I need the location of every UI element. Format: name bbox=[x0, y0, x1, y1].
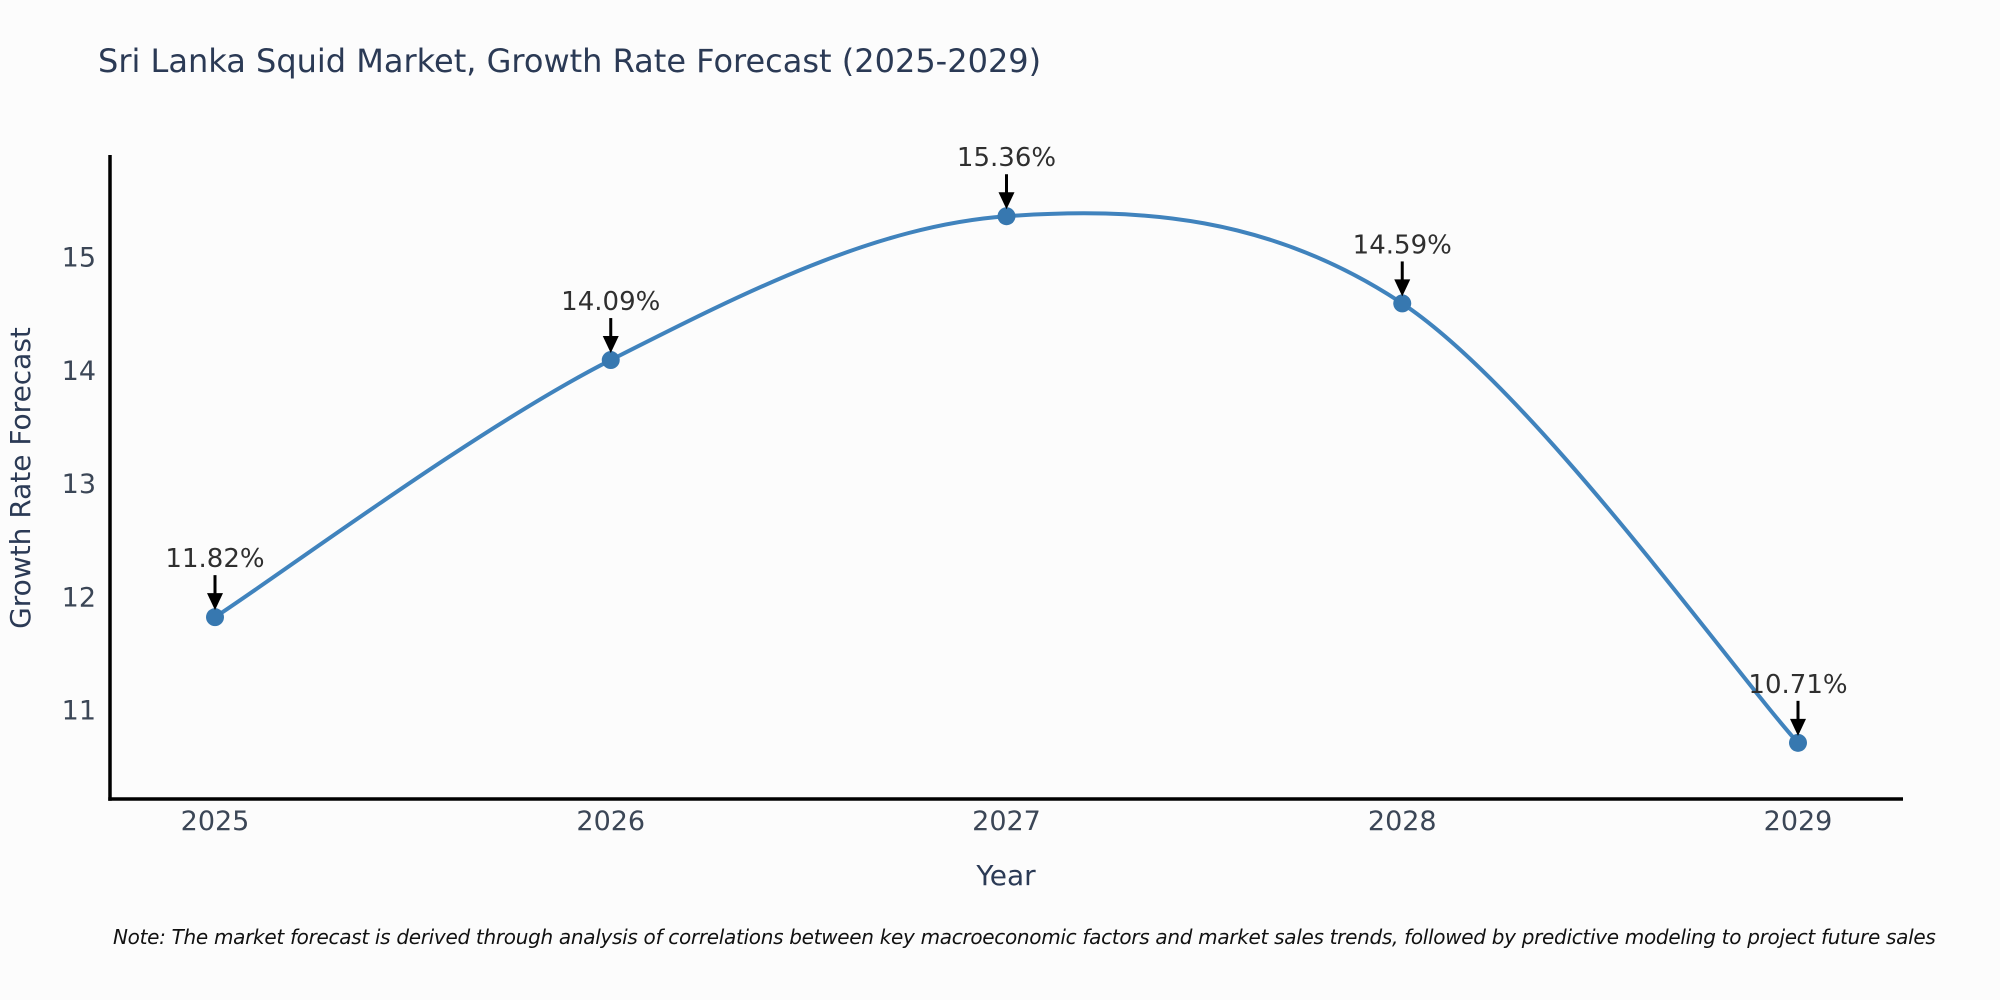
point-value-label: 14.09% bbox=[561, 287, 660, 317]
x-tick-label: 2027 bbox=[972, 806, 1041, 837]
y-tick-label: 15 bbox=[62, 243, 96, 274]
y-tick-label: 13 bbox=[62, 469, 96, 500]
annotation-arrowhead-icon bbox=[207, 593, 223, 611]
annotation-arrowhead-icon bbox=[1790, 718, 1806, 736]
forecast-line bbox=[213, 211, 1800, 745]
x-tick-label: 2029 bbox=[1764, 806, 1833, 837]
data-point-2027 bbox=[997, 207, 1016, 226]
annotation-arrowhead-icon bbox=[998, 192, 1015, 210]
annotation-arrowhead-icon bbox=[1394, 279, 1411, 297]
y-axis-ticks: 11 12 13 14 15 bbox=[62, 243, 96, 727]
x-axis-title: Year bbox=[975, 859, 1036, 892]
x-tick-label: 2026 bbox=[576, 806, 645, 837]
data-point-2026 bbox=[601, 351, 620, 370]
data-series bbox=[206, 207, 1807, 752]
chart-title: Sri Lanka Squid Market, Growth Rate Fore… bbox=[98, 42, 1041, 80]
point-value-label: 15.36% bbox=[957, 143, 1056, 173]
y-tick-label: 11 bbox=[62, 696, 96, 727]
point-annotations: 11.82% 14.09% 15.36% 14.59% 10.71% bbox=[165, 143, 1848, 736]
data-point-2028 bbox=[1393, 294, 1412, 313]
data-point-2029 bbox=[1789, 733, 1807, 752]
y-tick-label: 12 bbox=[62, 582, 96, 613]
point-value-label: 11.82% bbox=[165, 544, 264, 574]
x-tick-label: 2025 bbox=[181, 806, 250, 837]
annotation-arrowhead-icon bbox=[602, 336, 619, 354]
y-axis-title: Growth Rate Forecast bbox=[4, 327, 37, 629]
x-axis-ticks: 2025 2026 2027 2028 2029 bbox=[181, 806, 1833, 837]
y-tick-label: 14 bbox=[62, 356, 96, 387]
point-value-label: 14.59% bbox=[1353, 230, 1452, 260]
footnote: Note: The market forecast is derived thr… bbox=[113, 925, 1936, 949]
x-tick-label: 2028 bbox=[1368, 806, 1437, 837]
data-point-2025 bbox=[206, 608, 224, 627]
point-value-label: 10.71% bbox=[1748, 670, 1847, 700]
